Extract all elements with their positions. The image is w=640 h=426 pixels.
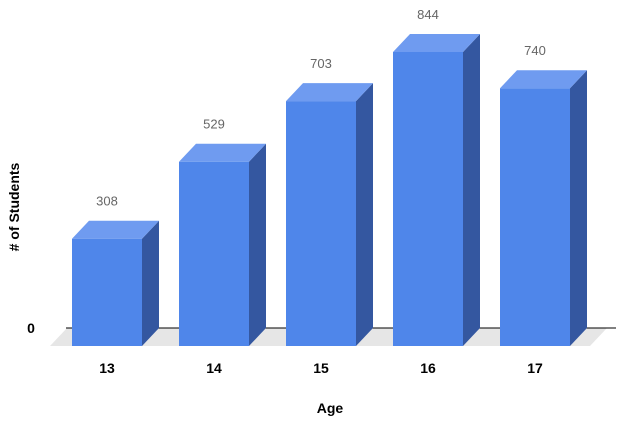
bar-front-16 — [393, 52, 463, 346]
x-tick-label-15: 15 — [313, 360, 329, 376]
bar-front-15 — [286, 101, 356, 346]
bar-top-14 — [179, 143, 266, 162]
bar-side-17 — [570, 70, 587, 347]
bar-17 — [500, 70, 587, 347]
data-label-16: 844 — [417, 7, 439, 22]
bar-side-15 — [356, 83, 373, 346]
data-label-13: 308 — [96, 194, 118, 209]
bar-front-13 — [72, 238, 142, 346]
bar-top-16 — [393, 34, 480, 52]
bar-15 — [286, 83, 373, 346]
x-tick-label-16: 16 — [420, 360, 436, 376]
x-tick-label-17: 17 — [527, 360, 543, 376]
bar-side-16 — [463, 34, 480, 346]
x-tick-label-14: 14 — [206, 360, 222, 376]
data-label-17: 740 — [524, 43, 546, 58]
bar-front-14 — [179, 161, 249, 346]
y-axis-title: # of Students — [6, 162, 22, 251]
data-label-15: 703 — [310, 56, 332, 71]
bar-side-13 — [142, 220, 159, 346]
tick-labels-group: 13 14 15 16 17 — [99, 360, 543, 376]
bar-side-14 — [249, 143, 266, 346]
bar-top-17 — [500, 70, 587, 89]
data-label-14: 529 — [203, 117, 225, 132]
bar-16 — [393, 34, 480, 346]
bar-13 — [72, 220, 159, 346]
bar-front-17 — [500, 88, 570, 347]
bar-top-13 — [72, 220, 159, 239]
y-tick-label-0: 0 — [27, 320, 35, 336]
x-tick-label-13: 13 — [99, 360, 115, 376]
bar-top-15 — [286, 83, 373, 102]
bar-14 — [179, 143, 266, 346]
x-axis-title: Age — [317, 400, 344, 416]
bars-group: 308 529 703 844 740 — [72, 7, 587, 347]
